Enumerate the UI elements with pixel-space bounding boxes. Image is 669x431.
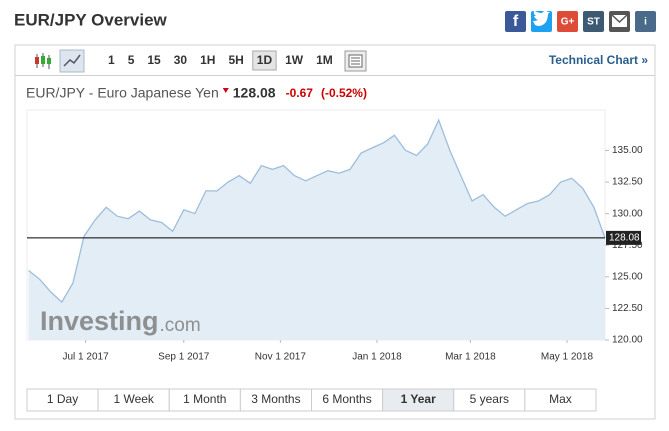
interval-button[interactable]: 30 bbox=[174, 53, 188, 67]
share-icon[interactable] bbox=[583, 11, 604, 32]
interval-selected bbox=[252, 50, 277, 71]
interval-button[interactable]: 1W bbox=[285, 53, 304, 67]
plot: 120.00 122.50 125.00 127.50 130.00 132.50 135.… bbox=[26, 109, 643, 363]
range-button-label[interactable]: Max bbox=[549, 392, 572, 406]
share-icon-label[interactable]: G+ bbox=[561, 17, 575, 28]
last-price-label: 128.08 bbox=[609, 233, 640, 244]
quote-line: EUR/JPY - Euro Japanese Yen 128.08 -0.67 (-… bbox=[26, 85, 367, 101]
x-tick-label: Nov 1 2017 bbox=[255, 352, 307, 363]
x-tick-label: Mar 1 2018 bbox=[445, 352, 496, 363]
range-button-label[interactable]: 3 Months bbox=[251, 392, 300, 406]
last-price-box bbox=[606, 230, 641, 245]
technical-chart-link[interactable]: Technical Chart » bbox=[549, 53, 648, 67]
change: -0.67 bbox=[286, 86, 314, 100]
x-tick-label: May 1 2018 bbox=[541, 352, 594, 363]
y-tick-label: 120.00 bbox=[612, 335, 643, 346]
interval-button[interactable]: 5 bbox=[128, 53, 135, 67]
y-tick-label: 125.00 bbox=[612, 271, 643, 282]
watermark-brand: Investing bbox=[40, 306, 159, 336]
x-tick-label: Sep 1 2017 bbox=[158, 352, 210, 363]
y-tick-label: 135.00 bbox=[612, 145, 643, 156]
interval-button[interactable]: 15 bbox=[147, 53, 161, 67]
share-icon-label[interactable]: f bbox=[513, 13, 519, 30]
interval-button[interactable]: 1M bbox=[316, 53, 333, 67]
share-icon-label[interactable]: ST bbox=[587, 17, 600, 28]
page-title: EUR/JPY Overview bbox=[14, 10, 168, 29]
range-button-label[interactable]: 5 years bbox=[470, 392, 509, 406]
table-icon[interactable] bbox=[344, 50, 367, 72]
share-icon[interactable] bbox=[505, 11, 526, 32]
interval-button[interactable]: 5H bbox=[228, 53, 243, 67]
range-button-label[interactable]: 1 Week bbox=[113, 392, 154, 406]
share-icons: f G+ ST i bbox=[505, 10, 656, 32]
interval-button[interactable]: 1H bbox=[200, 53, 215, 67]
interval-button[interactable]: 1 bbox=[108, 53, 115, 67]
interval-button[interactable]: 1D bbox=[257, 53, 273, 67]
y-tick-label: 122.50 bbox=[612, 303, 643, 314]
widget-frame bbox=[14, 44, 656, 420]
y-tick-label: 127.50 bbox=[612, 240, 643, 251]
change-pct: (-0.52%) bbox=[321, 86, 367, 100]
share-icon-label[interactable]: i bbox=[644, 17, 647, 28]
down-arrow bbox=[222, 88, 229, 93]
twitter-bird[interactable] bbox=[533, 10, 550, 26]
range-button-label[interactable]: 1 Month bbox=[183, 392, 226, 406]
price-line bbox=[28, 118, 606, 304]
instrument-name: EUR/JPY - Euro Japanese Yen bbox=[26, 85, 219, 101]
share-icon[interactable] bbox=[635, 11, 656, 32]
share-icon[interactable] bbox=[557, 11, 578, 32]
range-button-label[interactable]: 6 Months bbox=[322, 392, 371, 406]
y-tick-label: 130.00 bbox=[612, 208, 643, 219]
x-tick-label: Jan 1 2018 bbox=[352, 352, 402, 363]
candle-icon[interactable] bbox=[35, 53, 51, 69]
range-button-label[interactable]: 1 Day bbox=[47, 392, 78, 406]
y-tick-label: 132.50 bbox=[612, 177, 643, 188]
line-icon[interactable] bbox=[59, 49, 85, 73]
mail-flap[interactable] bbox=[611, 14, 628, 24]
watermark-suffix: .com bbox=[160, 315, 201, 336]
last-price: 128.08 bbox=[233, 85, 276, 101]
x-tick-label: Jul 1 2017 bbox=[63, 352, 110, 363]
range-button-label[interactable]: 1 Year bbox=[401, 392, 436, 406]
area-fill bbox=[28, 120, 606, 340]
range-button[interactable] bbox=[524, 388, 597, 412]
